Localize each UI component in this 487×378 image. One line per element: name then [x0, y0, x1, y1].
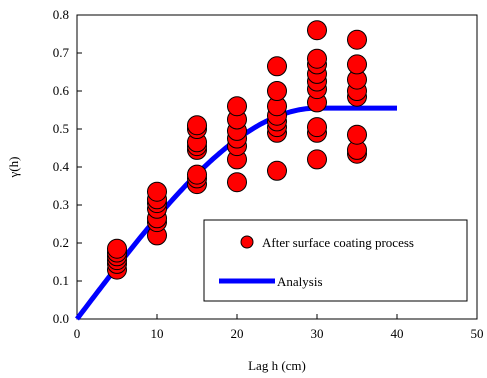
data-point: [227, 96, 247, 117]
data-point: [147, 181, 167, 202]
y-tick-label: 0.1: [53, 273, 69, 288]
data-point: [307, 149, 327, 170]
x-tick-label: 40: [391, 326, 404, 341]
x-tick-label: 50: [471, 326, 484, 341]
y-tick-label: 0.4: [53, 159, 70, 174]
scatter-points-layer: [107, 20, 367, 280]
y-tick-label: 0.8: [53, 7, 69, 22]
data-point: [347, 54, 367, 75]
data-point: [267, 160, 287, 181]
y-tick-label: 0.7: [53, 45, 70, 60]
legend-label-after-coating: After surface coating process: [262, 235, 414, 250]
x-tick-label: 30: [311, 326, 324, 341]
y-tick-label: 0.2: [53, 235, 69, 250]
legend-label-analysis: Analysis: [277, 274, 323, 289]
x-tick-label: 0: [74, 326, 81, 341]
x-axis-ticks: 0 10 20 30 40 50: [74, 314, 484, 341]
y-tick-label: 0.0: [53, 311, 69, 326]
data-point: [107, 238, 127, 259]
x-tick-label: 10: [151, 326, 164, 341]
x-axis-title: Lag h (cm): [248, 358, 306, 373]
y-axis-title: γ(h): [6, 157, 21, 179]
data-point: [347, 29, 367, 50]
y-tick-label: 0.6: [53, 83, 70, 98]
data-point: [307, 48, 327, 69]
legend-marker-after-coating: [240, 235, 254, 249]
data-point: [187, 164, 207, 185]
y-tick-label: 0.3: [53, 197, 69, 212]
data-point: [347, 124, 367, 145]
legend-box: [203, 219, 468, 302]
data-point: [187, 115, 207, 136]
data-point: [227, 172, 247, 193]
data-point: [267, 81, 287, 101]
legend: After surface coating process Analysis: [203, 219, 468, 302]
y-tick-label: 0.5: [53, 121, 69, 136]
x-tick-label: 20: [231, 326, 244, 341]
y-axis-ticks: 0.0 0.1 0.2 0.3 0.4 0.5 0.6 0.7 0.8: [53, 7, 82, 326]
data-point: [307, 20, 327, 41]
data-point: [307, 117, 327, 138]
data-point: [267, 56, 287, 77]
